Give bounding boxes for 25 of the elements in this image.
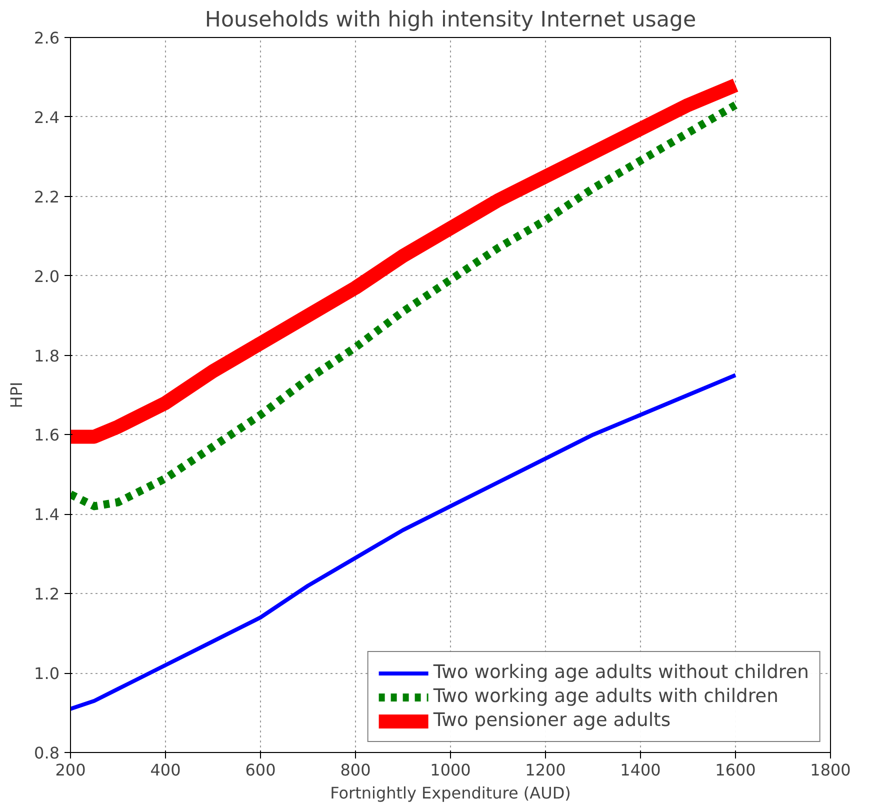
y-tick-label: 2.6 xyxy=(34,28,60,48)
y-axis-title: HPI xyxy=(7,382,26,408)
y-tick-label: 0.8 xyxy=(34,744,60,762)
x-axis-title: Fortnightly Expenditure (AUD) xyxy=(330,784,571,802)
y-tick-label: 1.2 xyxy=(34,584,60,604)
y-tick-label: 2.0 xyxy=(34,266,60,286)
y-tick-label: 2.2 xyxy=(34,187,60,206)
x-tick-label: 1400 xyxy=(620,760,661,780)
x-tick-label: 1000 xyxy=(430,760,471,780)
x-tick-label: 200 xyxy=(55,760,86,780)
legend-label: Two working age adults without children xyxy=(433,662,809,683)
x-tick-label: 600 xyxy=(245,760,276,780)
legend-label: Two working age adults with children xyxy=(433,686,778,707)
y-tick-label: 1.6 xyxy=(34,426,60,445)
x-tick-label: 1800 xyxy=(810,760,851,780)
x-tick-label: 1600 xyxy=(715,760,756,780)
y-tick-label: 1.0 xyxy=(34,664,60,684)
x-tick-label: 800 xyxy=(340,760,371,780)
x-tick-label: 400 xyxy=(150,760,181,780)
legend-label: Two pensioner age adults xyxy=(433,710,671,731)
chart-title: Households with high intensity Internet usage xyxy=(204,8,696,32)
y-tick-label: 1.8 xyxy=(34,346,60,366)
x-tick-label: 1200 xyxy=(525,760,566,780)
y-tick-label: 2.4 xyxy=(34,108,60,127)
y-tick-label: 1.4 xyxy=(34,505,60,524)
